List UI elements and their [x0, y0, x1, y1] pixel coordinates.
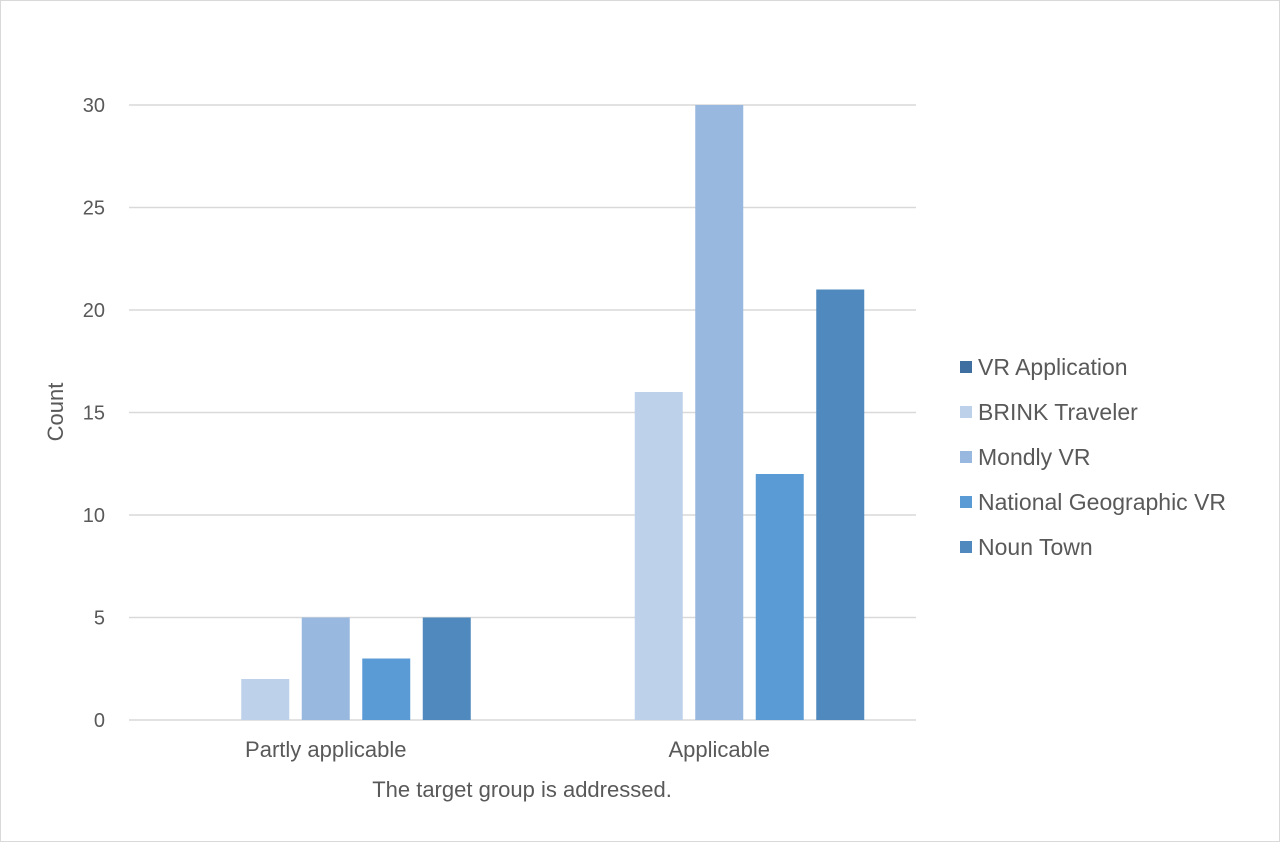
bar-national-geographic-vr	[755, 474, 804, 720]
bar-brink-traveler	[241, 679, 290, 720]
y-tick-label: 25	[83, 198, 105, 220]
legend-label: BRINK Traveler	[978, 399, 1138, 425]
y-tick-label: 20	[83, 300, 105, 322]
legend-swatch	[960, 451, 972, 463]
bar-national-geographic-vr	[362, 658, 411, 720]
x-tick-label: Applicable	[668, 737, 770, 762]
y-tick-label: 30	[83, 95, 105, 117]
x-axis-label: The target group is addressed.	[372, 777, 672, 802]
y-axis-label: Count	[43, 383, 68, 442]
legend-label: VR Application	[978, 354, 1128, 380]
bar-noun-town	[816, 289, 865, 720]
x-tick-label: Partly applicable	[245, 737, 406, 762]
legend-swatch	[960, 406, 972, 418]
y-tick-label: 0	[94, 710, 105, 732]
bar-brink-traveler	[634, 392, 683, 720]
legend-swatch	[960, 361, 972, 373]
legend-swatch	[960, 496, 972, 508]
legend-label: Noun Town	[978, 534, 1093, 560]
y-tick-label: 5	[94, 608, 105, 630]
bar-mondly-vr	[301, 617, 350, 720]
y-tick-label: 15	[83, 403, 105, 425]
y-tick-label: 10	[83, 505, 105, 527]
bar-noun-town	[422, 617, 471, 720]
legend-swatch	[960, 541, 972, 553]
legend-label: Mondly VR	[978, 444, 1090, 470]
legend-label: National Geographic VR	[978, 489, 1226, 515]
bar-mondly-vr	[695, 105, 744, 720]
